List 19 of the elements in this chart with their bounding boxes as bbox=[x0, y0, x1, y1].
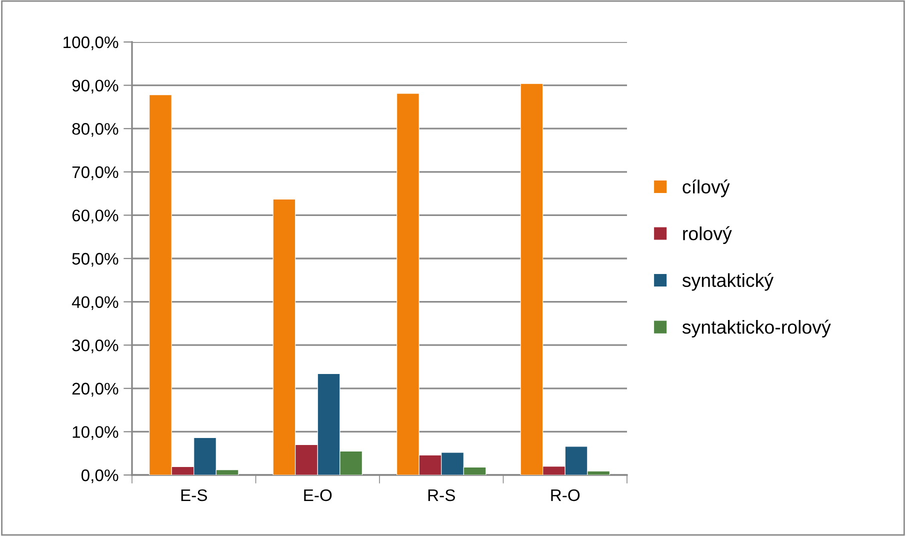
x-tick-label: R-O bbox=[551, 489, 580, 502]
x-tick-label: E-O bbox=[304, 489, 332, 502]
y-tick-label: 10,0% bbox=[72, 426, 118, 440]
y-tick-label: 40,0% bbox=[72, 296, 118, 310]
y-tick-label: 70,0% bbox=[72, 166, 118, 180]
legend-label: cílový bbox=[682, 180, 730, 198]
legend-label: rolový bbox=[683, 226, 732, 244]
x-tick-label: R-S bbox=[428, 489, 455, 502]
x-tick-label: E-S bbox=[181, 489, 207, 502]
y-tick-label: 0,0% bbox=[81, 469, 118, 484]
legend-label: syntakticko-rolový bbox=[682, 320, 831, 338]
y-tick-label: 30,0% bbox=[72, 340, 118, 354]
y-tick-label: 20,0% bbox=[72, 382, 118, 397]
y-tick-label: 90,0% bbox=[72, 80, 118, 94]
y-tick-label: 100,0% bbox=[64, 36, 118, 50]
y-tick-label: 50,0% bbox=[72, 252, 118, 267]
y-tick-label: 80,0% bbox=[72, 123, 118, 137]
legend-label: syntaktický bbox=[682, 273, 774, 291]
y-tick-label: 60,0% bbox=[72, 210, 118, 224]
